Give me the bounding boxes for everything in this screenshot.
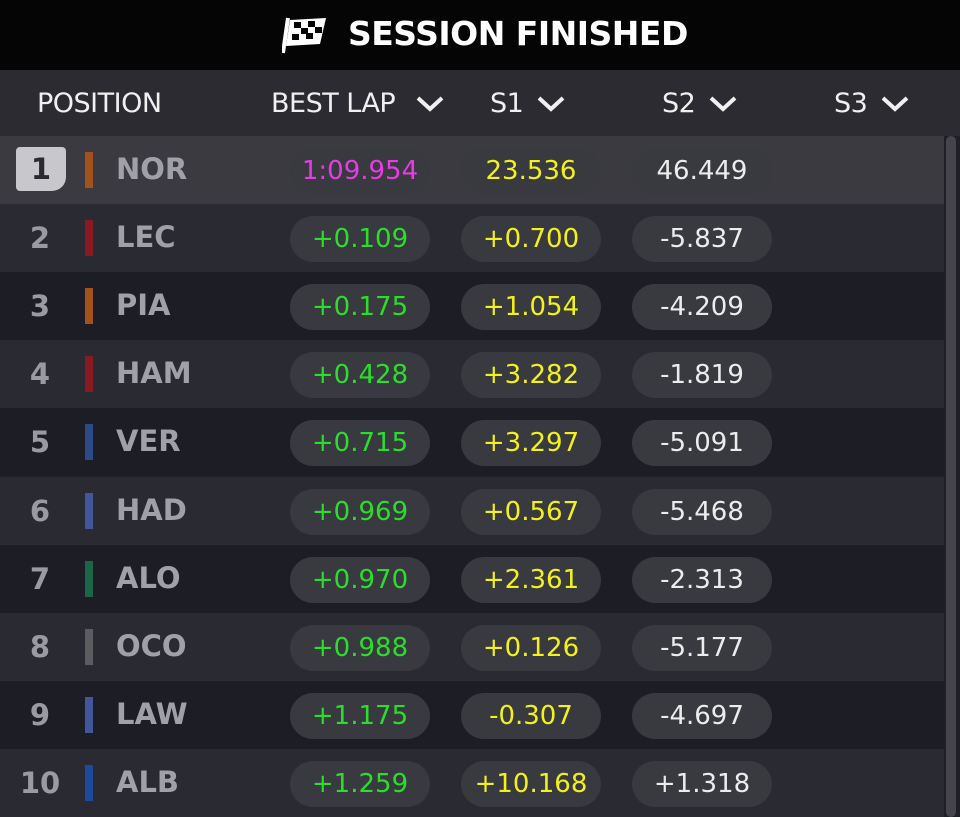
driver-row[interactable]: 7 ALO +0.970 +2.361 -2.313 [0,544,944,613]
driver-code: PIA [116,288,171,323]
driver-row[interactable]: 9 LAW +1.175 -0.307 -4.697 [0,680,944,749]
driver-row[interactable]: 10 ALB +1.259 +10.168 +1.318 [0,748,944,817]
sector-1: +0.567 [461,488,601,535]
team-color-bar [85,220,93,257]
sector-1: +3.297 [461,420,601,467]
best-lap: +0.175 [290,284,430,331]
best-lap: +0.969 [290,488,430,535]
best-lap: 1:09.954 [290,148,430,194]
column-title[interactable]: S3 [834,88,868,119]
driver-row[interactable]: 1 NOR 1:09.954 23.536 46.449 [0,136,944,204]
sector-1: +1.054 [461,284,601,331]
best-lap: +0.970 [290,556,430,603]
driver-code: LEC [116,220,176,255]
position: 8 [29,629,51,664]
sector-1: +2.361 [461,556,601,603]
team-color-bar [85,288,93,325]
column-title[interactable]: S2 [662,88,696,119]
team-color-bar [85,764,93,801]
sector-2: -1.819 [632,352,772,399]
driver-code: ALO [116,560,181,595]
timing-table: 1 NOR 1:09.954 23.536 46.449 2 LEC +0.109 +0.700… [0,136,944,817]
team-color-bar [85,492,93,529]
driver-code: ALB [116,764,180,799]
column-title: POSITION [37,88,162,119]
sector-1: +0.126 [461,624,601,671]
best-lap: +0.109 [290,216,430,263]
sort-chevron[interactable] [536,95,566,113]
position: 10 [19,765,61,800]
best-lap: +0.715 [290,420,430,467]
best-lap: +1.259 [290,760,430,807]
driver-row[interactable]: 5 VER +0.715 +3.297 -5.091 [0,408,944,477]
driver-code: OCO [116,628,187,663]
driver-row[interactable]: 3 PIA +0.175 +1.054 -4.209 [0,272,944,341]
team-color-bar [85,628,93,665]
sector-2: -5.837 [632,216,772,263]
column-title[interactable]: BEST LAP [271,88,396,119]
team-color-bar [85,696,93,733]
sector-2: -5.177 [632,624,772,671]
checkered-flag [282,17,326,54]
sector-2: -5.468 [632,488,772,535]
sector-1: +3.282 [461,352,601,399]
team-color-bar [85,560,93,597]
title: SESSION FINISHED [348,14,688,53]
driver-row[interactable]: 4 HAM +0.428 +3.282 -1.819 [0,340,944,409]
sector-1: +10.168 [461,760,601,807]
driver-row[interactable]: 8 OCO +0.988 +0.126 -5.177 [0,612,944,681]
driver-code: HAD [116,492,187,527]
column-header: POSITION BEST LAP S1 S2 S3 [0,70,960,136]
sector-2: +1.318 [632,760,772,807]
top-bar: SESSION FINISHED [0,0,960,70]
team-color-bar [85,152,93,188]
sector-1: +0.700 [461,216,601,263]
scrollbar[interactable] [946,136,956,817]
sector-2: 46.449 [632,148,772,194]
driver-code: LAW [116,696,188,731]
position: 4 [29,357,51,392]
column-title[interactable]: S1 [490,88,524,119]
sort-chevron[interactable] [415,95,445,113]
sector-2: -4.697 [632,692,772,739]
driver-code: NOR [116,152,188,186]
sort-chevron[interactable] [708,95,738,113]
sector-1: -0.307 [461,692,601,739]
position: 1 [16,147,66,191]
sector-1: 23.536 [461,148,601,194]
best-lap: +0.988 [290,624,430,671]
position: 6 [29,493,51,528]
driver-row[interactable]: 6 HAD +0.969 +0.567 -5.468 [0,476,944,545]
best-lap: +0.428 [290,352,430,399]
position: 5 [29,425,51,460]
team-color-bar [85,356,93,393]
driver-row[interactable]: 2 LEC +0.109 +0.700 -5.837 [0,204,944,273]
sector-2: -2.313 [632,556,772,603]
best-lap: +1.175 [290,692,430,739]
driver-code: VER [116,424,181,459]
sort-chevron[interactable] [880,95,910,113]
sector-2: -5.091 [632,420,772,467]
driver-code: HAM [116,356,192,391]
sector-2: -4.209 [632,284,772,331]
team-color-bar [85,424,93,461]
position: 9 [29,697,51,732]
position: 2 [29,221,51,256]
position: 7 [29,561,51,596]
position: 3 [29,289,51,324]
